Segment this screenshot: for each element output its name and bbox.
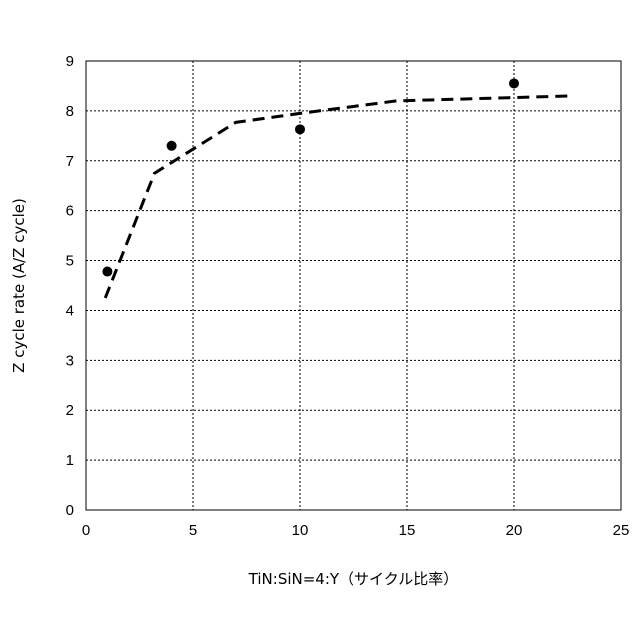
x-tick-label: 10 xyxy=(292,522,309,539)
x-tick-label: 20 xyxy=(506,522,523,539)
y-tick-label: 8 xyxy=(66,103,74,120)
y-tick-label: 1 xyxy=(66,452,74,469)
dashed-trend-line xyxy=(105,96,572,298)
tick-labels: 0 5 10 15 20 25 0 1 2 3 4 5 6 7 8 9 xyxy=(66,53,630,539)
data-point xyxy=(509,78,519,88)
data-point xyxy=(295,124,305,134)
y-tick-label: 2 xyxy=(66,402,74,419)
y-tick-label: 0 xyxy=(66,502,74,519)
y-tick-label: 7 xyxy=(66,153,74,170)
x-tick-label: 15 xyxy=(399,522,416,539)
grid-lines xyxy=(86,61,621,510)
data-series xyxy=(102,78,571,298)
data-point xyxy=(167,141,177,151)
y-tick-label: 5 xyxy=(66,253,74,270)
y-tick-label: 9 xyxy=(66,53,74,70)
y-tick-label: 4 xyxy=(66,302,74,319)
plot-area xyxy=(86,61,621,510)
x-tick-label: 5 xyxy=(189,522,197,539)
y-tick-label: 6 xyxy=(66,203,74,220)
x-axis-title: TiN:SiN=4:Y（サイクル比率） xyxy=(248,570,459,588)
x-tick-label: 25 xyxy=(613,522,630,539)
x-tick-label: 0 xyxy=(82,522,90,539)
data-point xyxy=(102,267,112,277)
y-tick-label: 3 xyxy=(66,352,74,369)
y-axis-title: Z cycle rate (A/Z cycle) xyxy=(10,198,28,373)
